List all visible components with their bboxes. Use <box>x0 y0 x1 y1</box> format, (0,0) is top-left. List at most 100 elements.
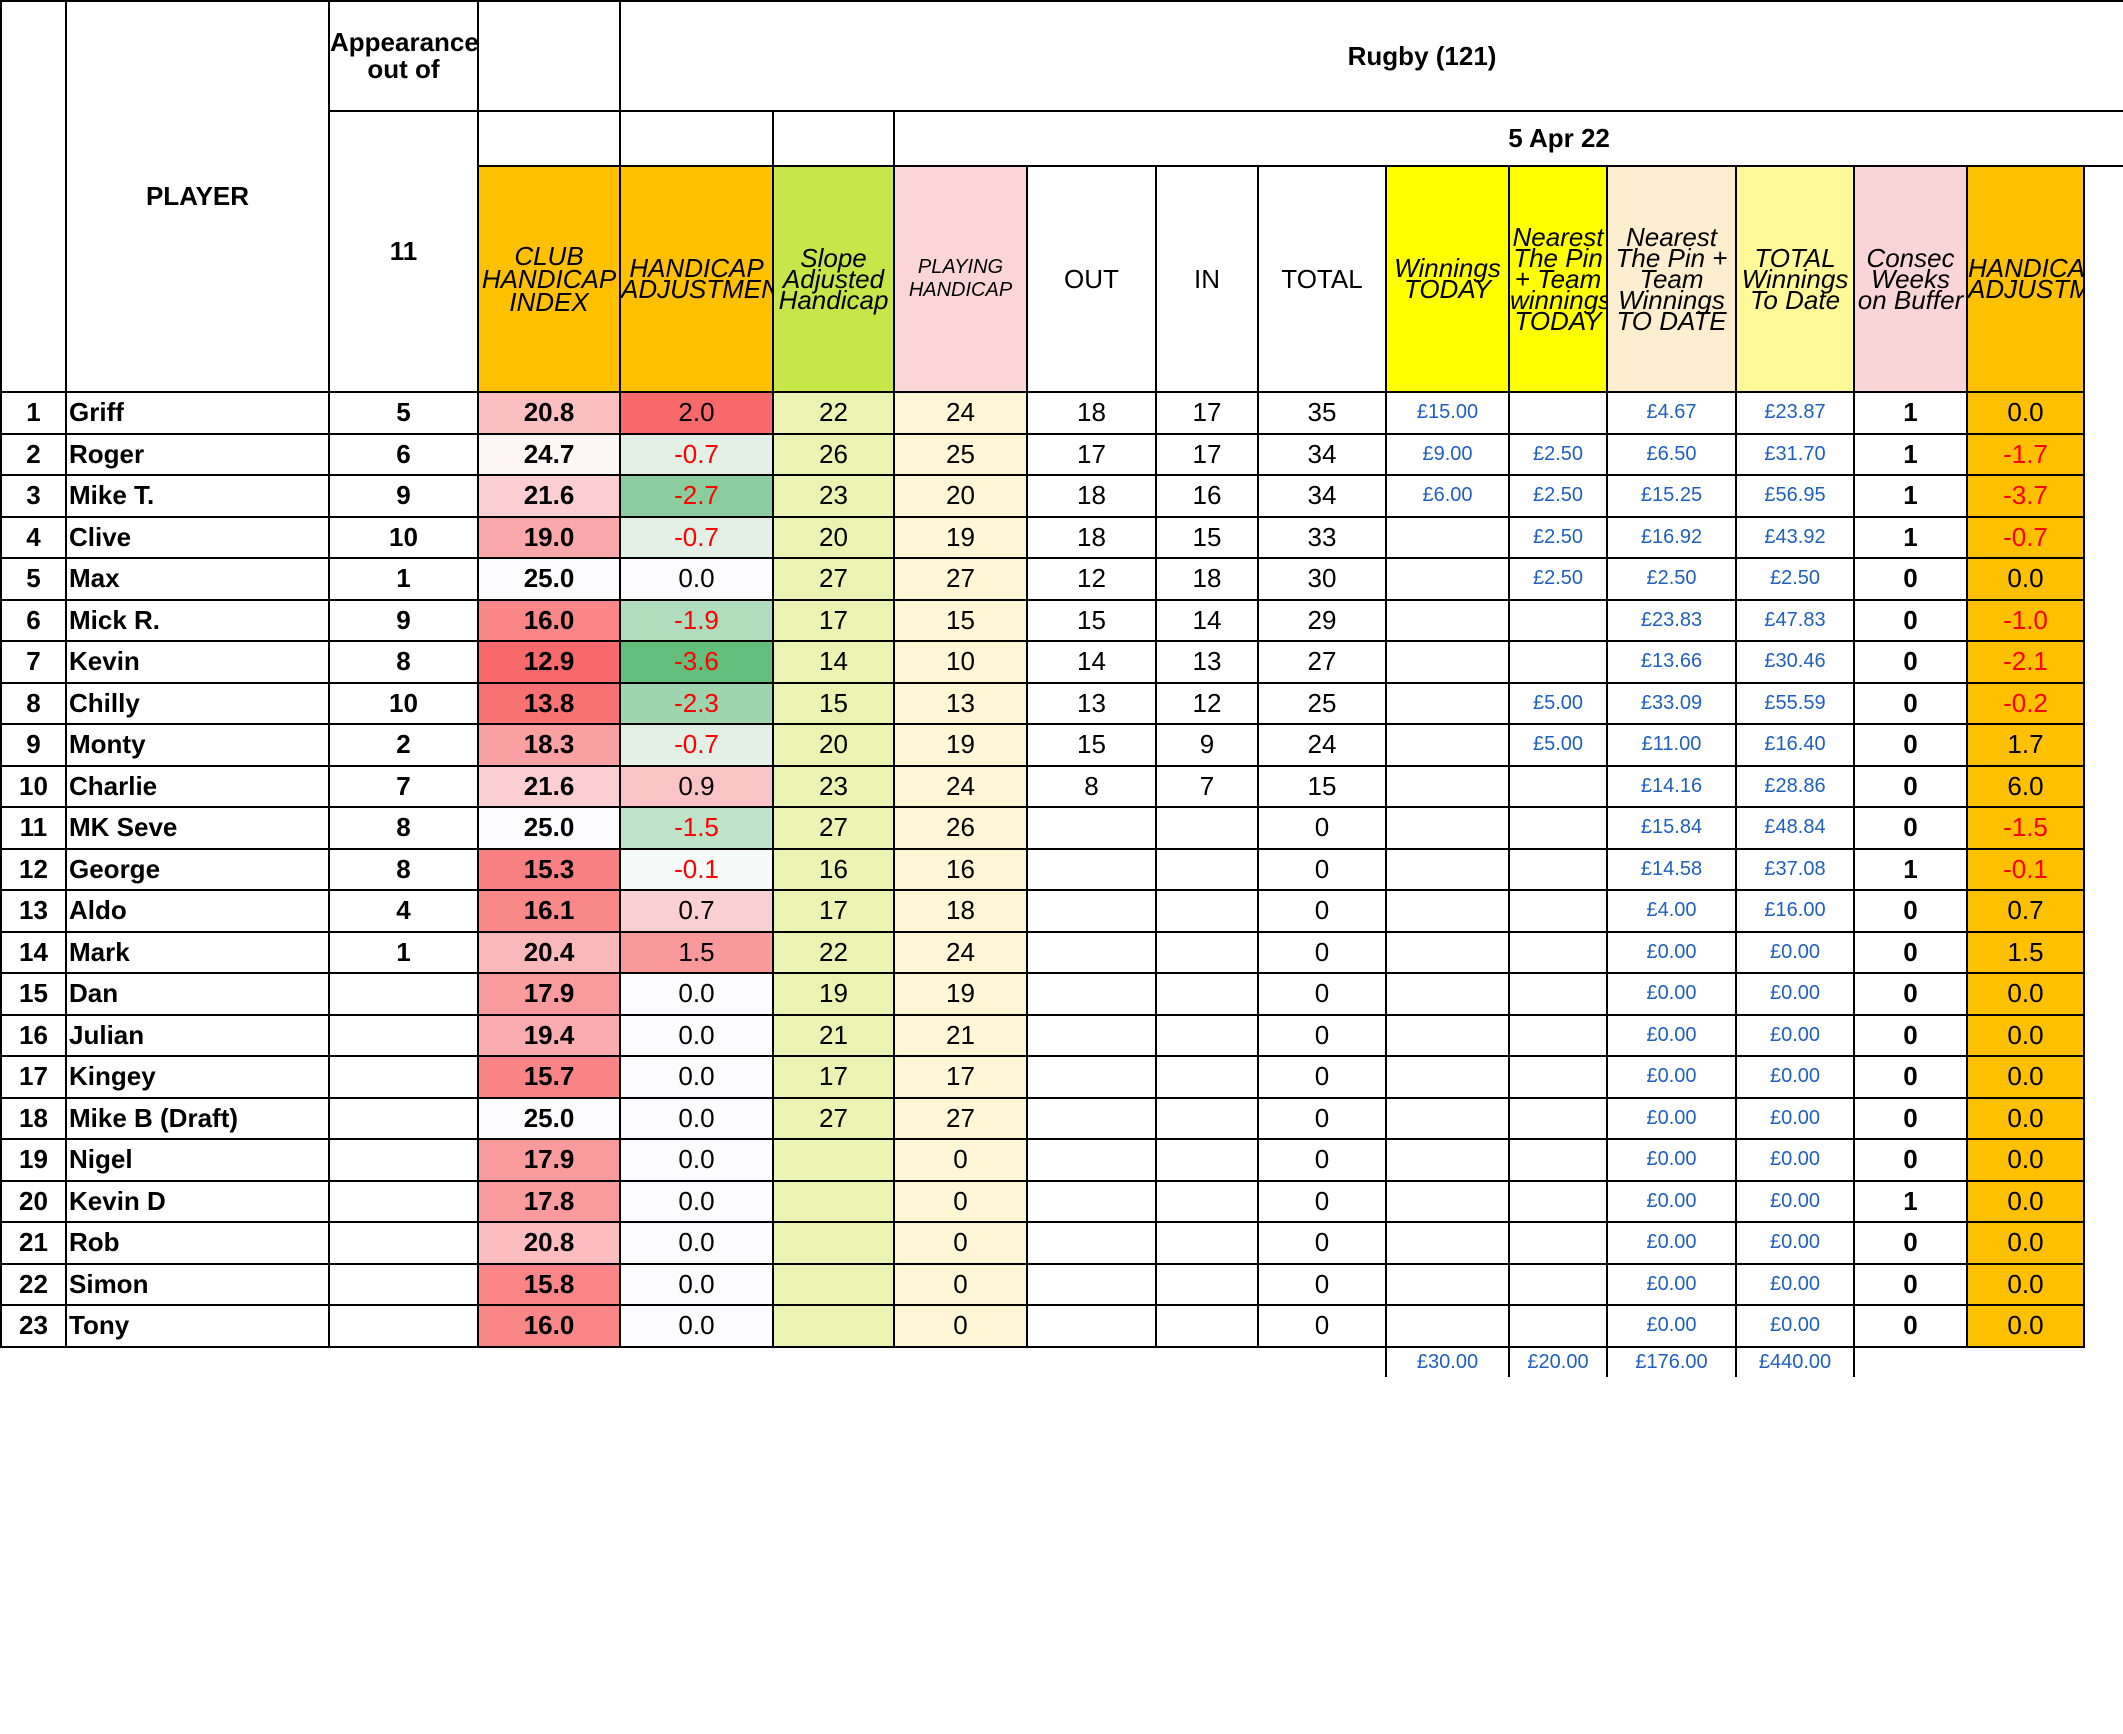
winnings-today <box>1385 1013 1510 1057</box>
consec-weeks: 0 <box>1853 889 1968 933</box>
slope-adjusted-handicap: 16 <box>772 847 895 891</box>
blank-header-cell <box>619 110 774 167</box>
score-out <box>1026 1304 1157 1348</box>
nearest-pin-to-date: £6.50 <box>1606 432 1737 476</box>
score-in <box>1155 1138 1259 1182</box>
total-winnings: £0.00 <box>1735 1304 1855 1348</box>
playing-handicap: 24 <box>893 930 1028 974</box>
table-row: 3 Mike T. 9 21.6 -2.7 23 20 18 16 34 £6.00 £2.50 £15… <box>0 474 2123 518</box>
handicap-adjustment: 0.0 <box>619 1179 774 1223</box>
handicap-adjustment-2: 0.0 <box>1966 1013 2085 1057</box>
appearances: 10 <box>328 515 479 559</box>
row-number: 17 <box>0 1055 67 1099</box>
winnings-today <box>1385 1055 1510 1099</box>
handicap-adjustment: 0.0 <box>619 1013 774 1057</box>
table-row: 19 Nigel 17.9 0.0 0 0 £0.00 £0.00 0 0.0 <box>0 1138 2123 1182</box>
score-in: 7 <box>1155 764 1259 808</box>
handicap-adjustment-2: -1.5 <box>1966 806 2085 850</box>
nearest-pin-today <box>1508 1262 1608 1306</box>
score-in: 18 <box>1155 557 1259 601</box>
slope-adjusted-header: Slope Adjusted Handicap <box>772 165 895 393</box>
total-winnings: £16.00 <box>1735 889 1855 933</box>
player-name: Kevin D <box>65 1179 330 1223</box>
row-number: 23 <box>0 1304 67 1348</box>
handicap-adjustment: -0.7 <box>619 515 774 559</box>
score-out <box>1026 972 1157 1016</box>
score-total: 25 <box>1257 681 1387 725</box>
handicap-adjustment-2-header: HANDICAP ADJUSTMENT <box>1966 165 2085 393</box>
score-in: 15 <box>1155 515 1259 559</box>
club-handicap-index: 18.3 <box>477 723 621 767</box>
winnings-today <box>1385 1304 1510 1348</box>
player-name: Roger <box>65 432 330 476</box>
slope-adjusted-handicap <box>772 1262 895 1306</box>
appearances <box>328 1262 479 1306</box>
nearest-pin-to-date: £4.67 <box>1606 391 1737 435</box>
winnings-today <box>1385 1138 1510 1182</box>
score-in: 17 <box>1155 432 1259 476</box>
in-header: IN <box>1155 165 1259 393</box>
winnings-today: £15.00 <box>1385 391 1510 435</box>
playing-handicap: 18 <box>893 889 1028 933</box>
handicap-adjustment: 0.9 <box>619 764 774 808</box>
score-out: 15 <box>1026 598 1157 642</box>
appearances <box>328 1055 479 1099</box>
nearest-pin-today <box>1508 806 1608 850</box>
total-winnings: £30.46 <box>1735 640 1855 684</box>
score-in <box>1155 1304 1259 1348</box>
handicap-adjustment-2: -3.7 <box>1966 474 2085 518</box>
handicap-adjustment: -1.9 <box>619 598 774 642</box>
nearest-pin-to-date: £33.09 <box>1606 681 1737 725</box>
table-row: 2 Roger 6 24.7 -0.7 26 25 17 17 34 £9.00 £2.50 £6.50… <box>0 432 2123 476</box>
player-name: Mike T. <box>65 474 330 518</box>
row-number: 13 <box>0 889 67 933</box>
club-handicap-index: 17.9 <box>477 1138 621 1182</box>
table-row: 15 Dan 17.9 0.0 19 19 0 £0.00 £0.00 0 0.0 <box>0 972 2123 1016</box>
handicap-adjustment-2: -0.7 <box>1966 515 2085 559</box>
score-total: 35 <box>1257 391 1387 435</box>
winnings-today: £9.00 <box>1385 432 1510 476</box>
slope-adjusted-handicap <box>772 1179 895 1223</box>
score-out <box>1026 1055 1157 1099</box>
score-out <box>1026 930 1157 974</box>
table-row: 14 Mark 1 20.4 1.5 22 24 0 £0.00 £0.00 0 1.5 <box>0 930 2123 974</box>
appearances: 4 <box>328 889 479 933</box>
consec-weeks: 0 <box>1853 557 1968 601</box>
winnings-today <box>1385 515 1510 559</box>
consec-weeks: 0 <box>1853 1055 1968 1099</box>
total-winnings: £0.00 <box>1735 972 1855 1016</box>
handicap-adjustment: -2.7 <box>619 474 774 518</box>
nearest-pin-today: £2.50 <box>1508 474 1608 518</box>
handicap-adjustment: -0.7 <box>619 432 774 476</box>
handicap-adjustment: 0.0 <box>619 1304 774 1348</box>
appearances <box>328 1013 479 1057</box>
slope-adjusted-handicap: 19 <box>772 972 895 1016</box>
nearest-pin-to-date: £15.25 <box>1606 474 1737 518</box>
handicap-adjustment: -1.5 <box>619 806 774 850</box>
winnings-today <box>1385 847 1510 891</box>
score-total: 0 <box>1257 1055 1387 1099</box>
player-name: Kingey <box>65 1055 330 1099</box>
nearest-pin-to-date: £0.00 <box>1606 1179 1737 1223</box>
club-handicap-index: 20.8 <box>477 391 621 435</box>
total-winnings: £2.50 <box>1735 557 1855 601</box>
score-total: 0 <box>1257 1179 1387 1223</box>
row-number: 18 <box>0 1096 67 1140</box>
row-number: 12 <box>0 847 67 891</box>
appearances: 7 <box>328 764 479 808</box>
score-in: 13 <box>1155 640 1259 684</box>
score-total: 27 <box>1257 640 1387 684</box>
club-handicap-index: 20.8 <box>477 1221 621 1265</box>
nearest-pin-to-date: £0.00 <box>1606 972 1737 1016</box>
slope-adjusted-handicap: 23 <box>772 764 895 808</box>
slope-adjusted-handicap: 17 <box>772 889 895 933</box>
nearest-pin-to-date: £2.50 <box>1606 557 1737 601</box>
score-total: 0 <box>1257 1138 1387 1182</box>
player-name: Charlie <box>65 764 330 808</box>
playing-handicap: 19 <box>893 723 1028 767</box>
nearest-pin-today: £5.00 <box>1508 723 1608 767</box>
consec-weeks: 1 <box>1853 432 1968 476</box>
handicap-adjustment-2: 0.0 <box>1966 1304 2085 1348</box>
table-row: 17 Kingey 15.7 0.0 17 17 0 £0.00 £0.00 0 0.0 <box>0 1055 2123 1099</box>
handicap-adjustment: 2.0 <box>619 391 774 435</box>
